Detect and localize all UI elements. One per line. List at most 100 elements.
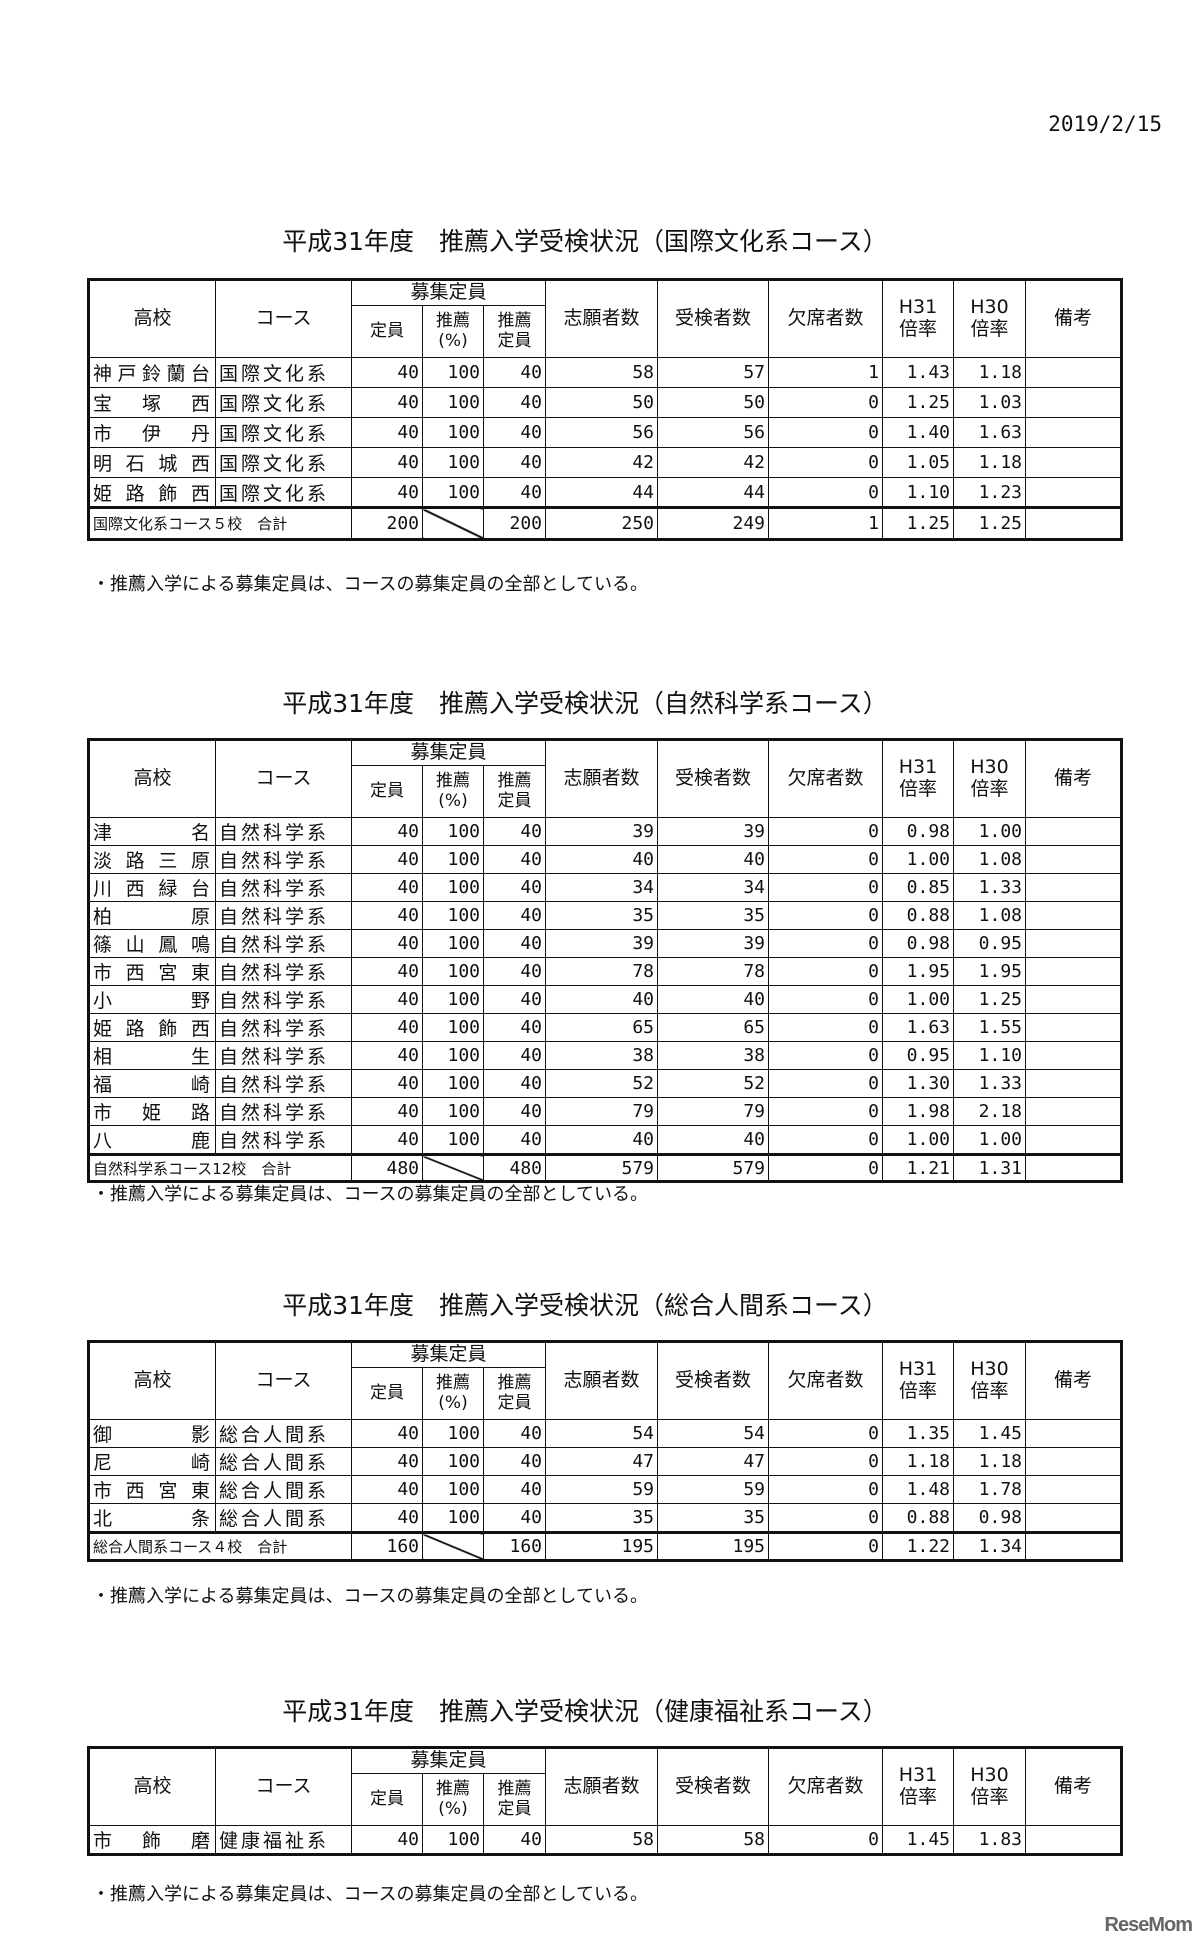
cell-recommend-pct: 100	[422, 387, 484, 418]
cell-capacity: 40	[351, 1125, 423, 1155]
cell-recommend-capacity: 40	[483, 1503, 546, 1533]
header-rec-pct: 推薦 (%)	[422, 305, 484, 358]
cell-applicants: 59	[545, 1475, 658, 1504]
header-h31: H31 倍率	[882, 1341, 954, 1420]
total-cell-school: 国際文化系コース５校 合計	[88, 507, 352, 540]
cell-remarks	[1025, 957, 1122, 986]
cell-recommend-pct: 100	[422, 1125, 484, 1155]
cell-recommend-pct: 100	[422, 1069, 484, 1098]
cell-school: 淡路三原	[88, 845, 216, 874]
header-applicants: 志願者数	[545, 1747, 658, 1826]
cell-examinees: 40	[657, 1125, 769, 1155]
admission-table: 高校 コース 募集定員 志願者数 受検者数 欠席者数 H31 倍率 H30 倍率 備考 定員 推薦 …	[87, 1340, 1123, 1562]
total-cell-examinees: 195	[657, 1532, 769, 1561]
cell-absentees: 0	[768, 1069, 883, 1098]
cell-school: 神戸鈴蘭台	[88, 357, 216, 388]
total-cell-capacity: 160	[351, 1532, 423, 1561]
header-h30: H30 倍率	[953, 1747, 1026, 1826]
cell-h31-ratio: 0.88	[882, 1503, 954, 1533]
header-school: 高校	[88, 739, 216, 818]
cell-course: 国際文化系	[215, 447, 352, 478]
footnote: ・推薦入学による募集定員は、コースの募集定員の全部としている。	[92, 1586, 649, 1607]
header-capacity-group: 募集定員	[351, 279, 546, 306]
cell-h30-ratio: 1.95	[953, 957, 1026, 986]
header-course: コース	[215, 279, 352, 358]
cell-applicants: 56	[545, 417, 658, 448]
cell-course: 国際文化系	[215, 387, 352, 418]
cell-school: 尼 崎	[88, 1447, 216, 1476]
total-cell-applicants: 250	[545, 507, 658, 540]
cell-h31-ratio: 1.00	[882, 845, 954, 874]
cell-applicants: 40	[545, 1125, 658, 1155]
document-date: 2019/2/15	[1048, 112, 1162, 136]
cell-absentees: 0	[768, 387, 883, 418]
cell-absentees: 0	[768, 901, 883, 930]
cell-applicants: 79	[545, 1097, 658, 1126]
cell-recommend-capacity: 40	[483, 957, 546, 986]
cell-school: 市 姫 路	[88, 1097, 216, 1126]
cell-recommend-capacity: 40	[483, 1475, 546, 1504]
cell-course: 総合人間系	[215, 1475, 352, 1504]
cell-applicants: 40	[545, 845, 658, 874]
cell-recommend-pct: 100	[422, 417, 484, 448]
cell-remarks	[1025, 1503, 1122, 1533]
table-row: 市 飾 磨健康福祉系 40 100 40 58 58 0 1.45 1.83	[88, 1825, 1122, 1855]
cell-course: 自然科学系	[215, 845, 352, 874]
cell-h31-ratio: 0.88	[882, 901, 954, 930]
cell-course: 自然科学系	[215, 985, 352, 1014]
cell-remarks	[1025, 447, 1122, 478]
cell-absentees: 0	[768, 1041, 883, 1070]
cell-applicants: 52	[545, 1069, 658, 1098]
table-row: 小 野自然科学系 40 100 40 40 40 0 1.00 1.25	[88, 985, 1122, 1014]
cell-course: 総合人間系	[215, 1419, 352, 1448]
cell-applicants: 39	[545, 929, 658, 958]
cell-recommend-pct: 100	[422, 845, 484, 874]
table-row: 姫路飾西 国際文化系 40 100 40 44 44 0 1.10 1.23	[88, 477, 1122, 508]
cell-recommend-capacity: 40	[483, 417, 546, 448]
cell-absentees: 0	[768, 985, 883, 1014]
header-capacity-group: 募集定員	[351, 1341, 546, 1368]
cell-absentees: 0	[768, 1013, 883, 1042]
header-rec-pct: 推薦 (%)	[422, 1367, 484, 1420]
cell-school: 宝 塚 西	[88, 387, 216, 418]
cell-recommend-pct: 100	[422, 447, 484, 478]
cell-h30-ratio: 1.45	[953, 1419, 1026, 1448]
cell-capacity: 40	[351, 447, 423, 478]
cell-examinees: 35	[657, 901, 769, 930]
cell-h30-ratio: 0.95	[953, 929, 1026, 958]
header-remarks: 備考	[1025, 279, 1122, 358]
total-cell-h30-ratio: 1.25	[953, 507, 1026, 540]
header-rec-capacity: 推薦 定員	[483, 765, 546, 818]
cell-h31-ratio: 1.48	[882, 1475, 954, 1504]
resemom-logo: ReseMom	[1104, 1914, 1193, 1936]
cell-course: 自然科学系	[215, 817, 352, 846]
cell-remarks	[1025, 1097, 1122, 1126]
cell-course: 総合人間系	[215, 1447, 352, 1476]
total-cell-absentees: 1	[768, 507, 883, 540]
cell-applicants: 34	[545, 873, 658, 902]
header-applicants: 志願者数	[545, 1341, 658, 1420]
section-title: 平成31年度 推薦入学受検状況（自然科学系コース）	[282, 689, 888, 718]
cell-recommend-capacity: 40	[483, 929, 546, 958]
cell-h31-ratio: 0.98	[882, 929, 954, 958]
total-cell-applicants: 195	[545, 1532, 658, 1561]
cell-school: 小 野	[88, 985, 216, 1014]
cell-school: 川西緑台	[88, 873, 216, 902]
cell-examinees: 39	[657, 817, 769, 846]
cell-h31-ratio: 1.43	[882, 357, 954, 388]
cell-course: 国際文化系	[215, 417, 352, 448]
cell-remarks	[1025, 817, 1122, 846]
cell-recommend-capacity: 40	[483, 1125, 546, 1155]
cell-absentees: 0	[768, 1825, 883, 1855]
cell-h30-ratio: 2.18	[953, 1097, 1026, 1126]
header-rec-pct: 推薦 (%)	[422, 1773, 484, 1826]
cell-applicants: 42	[545, 447, 658, 478]
header-h31: H31 倍率	[882, 279, 954, 358]
cell-course: 自然科学系	[215, 901, 352, 930]
cell-recommend-capacity: 40	[483, 1013, 546, 1042]
cell-school: 柏 原	[88, 901, 216, 930]
cell-school: 明石城西	[88, 447, 216, 478]
cell-recommend-pct: 100	[422, 873, 484, 902]
cell-examinees: 40	[657, 845, 769, 874]
